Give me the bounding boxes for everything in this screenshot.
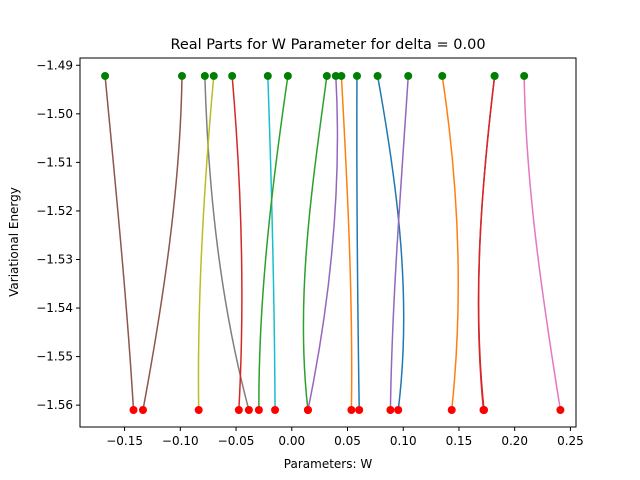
x-tick-label: 0.05 — [334, 434, 361, 448]
end-point-16 — [480, 406, 489, 415]
x-tick-label: 0.00 — [278, 434, 305, 448]
series-line-17 — [523, 75, 562, 411]
start-point-13 — [404, 71, 413, 80]
series-line-2 — [142, 75, 183, 411]
series-line-7 — [258, 75, 289, 411]
series-line-5 — [231, 75, 243, 411]
end-point-11 — [355, 406, 364, 415]
x-tick-label: −0.05 — [218, 434, 255, 448]
y-tick-label: −1.53 — [36, 252, 73, 266]
series-line-6 — [267, 75, 276, 411]
x-tick-label: 0.20 — [501, 434, 528, 448]
end-point-5 — [234, 406, 243, 415]
end-point-7 — [254, 406, 263, 415]
series-line-4 — [197, 75, 215, 411]
plot-frame — [79, 57, 577, 428]
end-point-12 — [394, 406, 403, 415]
series-line-16 — [477, 75, 496, 411]
x-tick-label: 0.10 — [390, 434, 417, 448]
y-axis-label: Variational Energy — [7, 187, 21, 297]
start-point-17 — [520, 71, 529, 80]
start-point-3 — [200, 71, 209, 80]
plot-area — [101, 71, 565, 415]
start-point-5 — [228, 71, 237, 80]
end-point-6 — [271, 406, 280, 415]
series-line-14 — [441, 75, 460, 411]
end-point-1 — [129, 406, 138, 415]
y-tick-label: −1.54 — [36, 301, 73, 315]
end-point-10 — [347, 406, 356, 415]
x-axis-label: Parameters: W — [284, 457, 373, 471]
x-tick-label: 0.25 — [557, 434, 584, 448]
x-tick-label: −0.10 — [162, 434, 199, 448]
y-tick-label: −1.50 — [36, 107, 73, 121]
axis-ticks: −0.15 −0.10 −0.05 0.00 0.05 0.10 0.15 0.20 0.25 −… — [36, 58, 584, 448]
start-point-1 — [101, 71, 110, 80]
start-point-14 — [438, 71, 447, 80]
series-line-11 — [356, 75, 360, 411]
end-point-3 — [244, 406, 253, 415]
start-point-8 — [322, 71, 331, 80]
start-point-7 — [283, 71, 292, 80]
y-tick-label: −1.49 — [36, 58, 73, 72]
y-tick-label: −1.51 — [36, 155, 73, 169]
end-point-14 — [447, 406, 456, 415]
end-point-13 — [386, 406, 395, 415]
start-point-10 — [337, 71, 346, 80]
end-point-2 — [138, 406, 147, 415]
y-tick-label: −1.56 — [36, 398, 73, 412]
start-point-11 — [352, 71, 361, 80]
series-line-9 — [307, 75, 339, 411]
y-tick-label: −1.55 — [36, 350, 73, 364]
end-point-9 — [303, 406, 312, 415]
start-point-9 — [331, 71, 340, 80]
series-line-8 — [302, 75, 328, 411]
start-point-2 — [177, 71, 186, 80]
series-line-13 — [389, 75, 410, 411]
start-point-4 — [209, 71, 218, 80]
series-line-10 — [340, 75, 353, 411]
series-line-1 — [104, 75, 135, 411]
x-tick-label: −0.15 — [106, 434, 143, 448]
start-point-12 — [373, 71, 382, 80]
y-tick-label: −1.52 — [36, 204, 73, 218]
end-point-17 — [556, 406, 565, 415]
start-point-6 — [263, 71, 272, 80]
series-line-12 — [376, 75, 405, 411]
series-line-3 — [204, 75, 250, 411]
chart-title: Real Parts for W Parameter for delta = 0… — [170, 37, 485, 53]
end-point-4 — [194, 406, 203, 415]
start-point-16 — [490, 71, 499, 80]
x-tick-label: 0.15 — [446, 434, 473, 448]
